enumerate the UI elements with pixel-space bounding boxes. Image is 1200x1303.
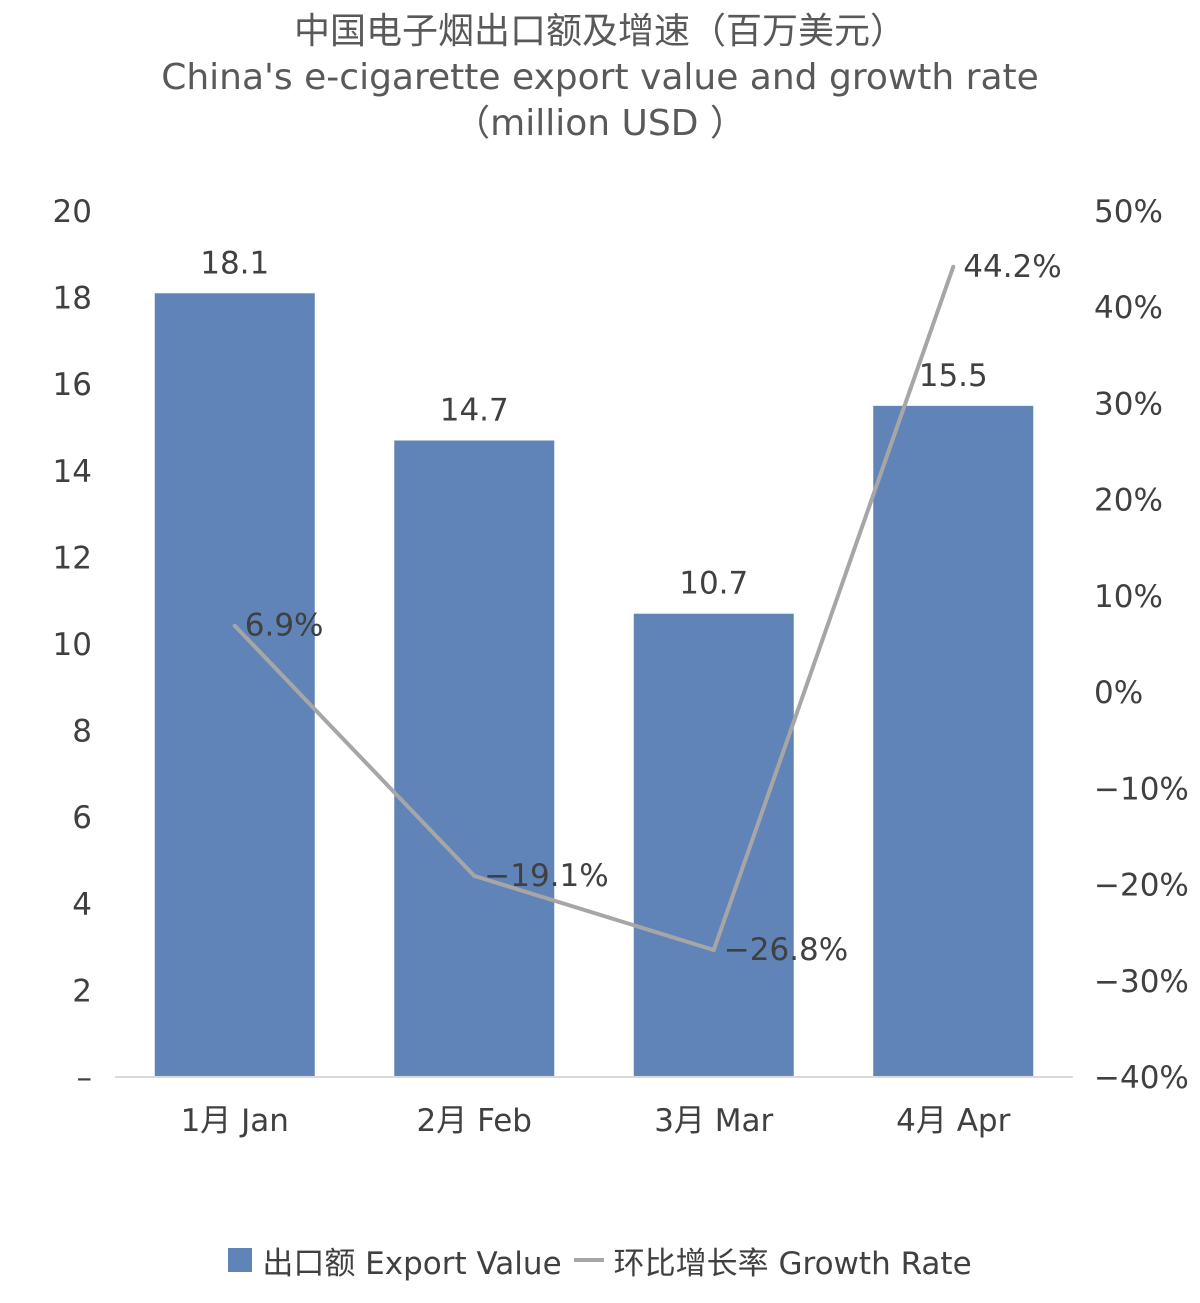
growth-rate-point: [232, 623, 237, 628]
bar: [154, 293, 315, 1077]
y-right-tick-label: 30%: [1094, 386, 1163, 422]
x-tick-label: 2月 Feb: [417, 1103, 532, 1139]
growth-rate-line: [233, 266, 956, 952]
y-left-tick-label: 20: [53, 194, 92, 230]
line-data-label: 44.2%: [963, 249, 1061, 285]
chart-subtitle: China's e-cigarette export value and gro…: [161, 57, 1039, 98]
chart-title: 中国电子烟出口额及增速（百万美元）: [293, 11, 906, 52]
chart-unit: （million USD ）: [454, 103, 746, 144]
x-tick-label: 3月 Mar: [654, 1103, 773, 1139]
y-left-tick-label: 18: [53, 281, 92, 317]
legend-label-growth: 环比增长率 Growth Rate: [613, 1245, 972, 1282]
y-left-tick-label: 6: [72, 800, 92, 836]
legend-label-export: 出口额 Export Value: [262, 1245, 562, 1282]
y-right-tick-label: 20%: [1094, 483, 1163, 519]
line-data-label: −19.1%: [484, 858, 608, 894]
y-right-tick-label: −10%: [1094, 771, 1189, 807]
bar: [394, 440, 555, 1077]
bar-data-label: 14.7: [440, 392, 509, 428]
legend: 出口额 Export Value 环比增长率 Growth Rate: [0, 1238, 1200, 1282]
y-left-tick-label: 8: [72, 714, 92, 750]
bar-data-label: 18.1: [200, 245, 269, 281]
legend-swatch-bar: [228, 1248, 253, 1272]
y-left-tick-label: 14: [53, 454, 92, 490]
growth-rate-point: [472, 873, 477, 878]
bar-data-label: 10.7: [679, 566, 748, 602]
line-data-label: 6.9%: [245, 608, 324, 644]
legend-swatch-line: [573, 1258, 604, 1262]
bar: [633, 613, 794, 1077]
y-right-tick-label: 40%: [1094, 290, 1163, 326]
y-left-tick-label: 12: [53, 540, 92, 576]
y-right-tick-label: −30%: [1094, 964, 1189, 1000]
y-left-tick-label: 10: [53, 627, 92, 663]
legend-item-export: 出口额 Export Value: [228, 1238, 562, 1283]
growth-rate-point: [711, 947, 716, 952]
y-left-tick-label: 2: [72, 973, 92, 1009]
growth-rate-point: [951, 264, 956, 269]
bar: [873, 405, 1034, 1078]
legend-item-growth: 环比增长率 Growth Rate: [562, 1238, 972, 1283]
line-data-label: −26.8%: [724, 932, 848, 968]
y-left-tick-label: 16: [53, 367, 92, 403]
chart-canvas: – 2 4 6 8 10 12 14 16 18 20 −40% −30% −20% −10% 0% 10% 20…: [53, 194, 1189, 1139]
y-left-tick-label: 4: [72, 887, 92, 923]
y-right-tick-label: 50%: [1094, 194, 1163, 230]
y-right-tick-label: −40%: [1094, 1060, 1189, 1096]
x-tick-label: 1月 Jan: [181, 1103, 289, 1139]
y-right-tick-label: 10%: [1094, 579, 1163, 615]
x-tick-label: 4月 Apr: [896, 1103, 1010, 1139]
bar-data-label: 15.5: [919, 358, 988, 394]
y-right-tick-label: −20%: [1094, 868, 1189, 904]
y-right-tick-label: 0%: [1094, 675, 1143, 711]
y-left-tick-label: –: [77, 1060, 93, 1096]
